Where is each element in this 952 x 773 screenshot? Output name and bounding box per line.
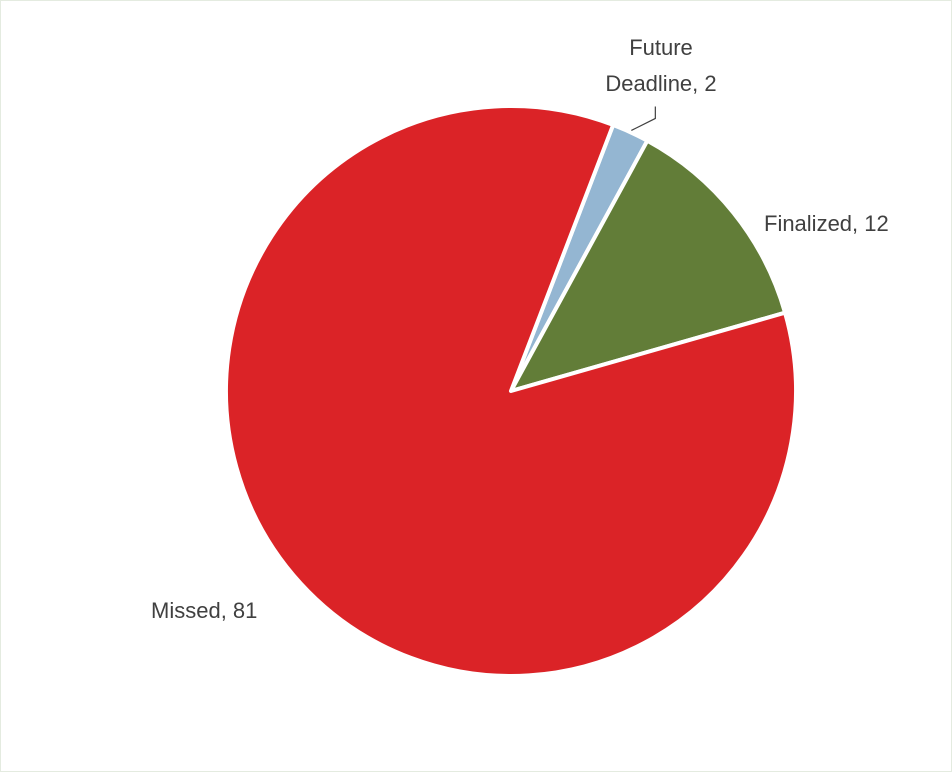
- data-label-separator: ,: [852, 211, 864, 236]
- data-label-separator: ,: [221, 598, 233, 623]
- pie-slice-finalized: [509, 138, 788, 393]
- data-labels: Future Deadline, 2 Finalized, 12 Missed,…: [151, 35, 889, 623]
- data-label-missed-category: Missed: [151, 598, 221, 623]
- pie-slices: [224, 104, 798, 678]
- data-label-future-deadline-value: 2: [704, 71, 716, 96]
- data-label-future-deadline-line2: Deadline, 2: [605, 71, 716, 96]
- data-label-finalized: Finalized, 12: [764, 211, 889, 236]
- data-label-missed-value: 81: [233, 598, 257, 623]
- pie-slice-missed: [224, 104, 798, 678]
- data-label-separator: ,: [692, 71, 704, 96]
- leader-line-future-deadline: [631, 106, 656, 131]
- data-label-finalized-category: Finalized: [764, 211, 852, 236]
- data-label-missed: Missed, 81: [151, 598, 257, 623]
- data-label-future-deadline-category: Deadline: [605, 71, 692, 96]
- data-label-finalized-value: 12: [864, 211, 888, 236]
- data-label-future-deadline-line1: Future: [629, 35, 693, 60]
